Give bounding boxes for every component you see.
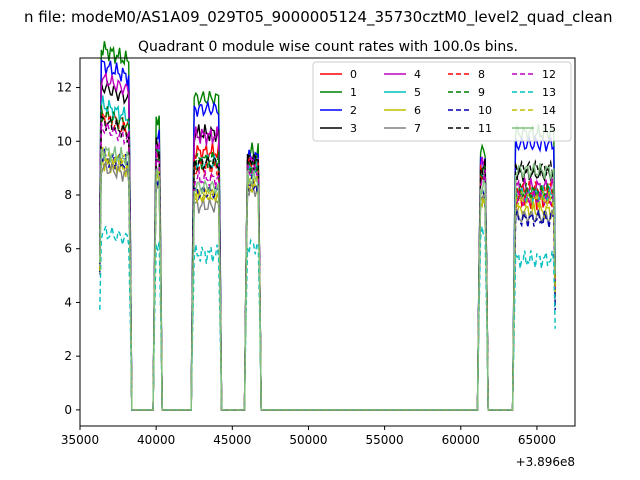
series-line-15 [99,145,556,411]
legend-label-9: 9 [478,86,485,99]
legend-label-7: 7 [414,122,421,135]
legend-label-11: 11 [478,122,492,135]
x-tick-label: 65000 [518,433,556,447]
axes-frame [79,57,576,427]
legend-label-5: 5 [414,86,421,99]
legend-label-13: 13 [542,86,556,99]
y-tick-label: 8 [64,188,72,202]
y-tick-label: 10 [57,134,72,148]
y-tick-label: 12 [57,81,72,95]
legend-label-14: 14 [542,104,556,117]
series-layer [99,41,556,411]
legend-label-10: 10 [478,104,492,117]
x-tick-label: 55000 [366,433,404,447]
x-tick-label: 35000 [61,433,99,447]
x-tick-label: 40000 [137,433,175,447]
legend-label-12: 12 [542,68,556,81]
legend-frame [312,61,572,142]
legend-label-4: 4 [414,68,421,81]
legend-label-3: 3 [350,122,357,135]
legend-label-8: 8 [478,68,485,81]
x-tick-label: 60000 [442,433,480,447]
y-tick-label: 0 [64,403,72,417]
x-offset-text: +3.896e8 [516,455,575,469]
y-tick-label: 2 [64,349,72,363]
x-tick-label: 45000 [213,433,251,447]
legend-label-15: 15 [542,122,556,135]
legend-label-2: 2 [350,104,357,117]
figure-suptitle: n file: modeM0/AS1A09_029T05_9000005124_… [24,8,613,27]
plot-area: 35000 40000 45000 50000 55000 60000 65000 0 2 4 6… [57,41,576,469]
y-tick-label: 6 [64,242,72,256]
y-axis: 0 2 4 6 8 10 12 [57,81,80,417]
legend-label-0: 0 [350,68,357,81]
x-tick-label: 50000 [289,433,327,447]
x-axis: 35000 40000 45000 50000 55000 60000 65000 [61,426,556,447]
chart-title: Quadrant 0 module wise count rates with … [138,39,518,55]
legend-label-1: 1 [350,86,357,99]
legend-label-6: 6 [414,104,421,117]
y-tick-label: 4 [64,295,72,309]
